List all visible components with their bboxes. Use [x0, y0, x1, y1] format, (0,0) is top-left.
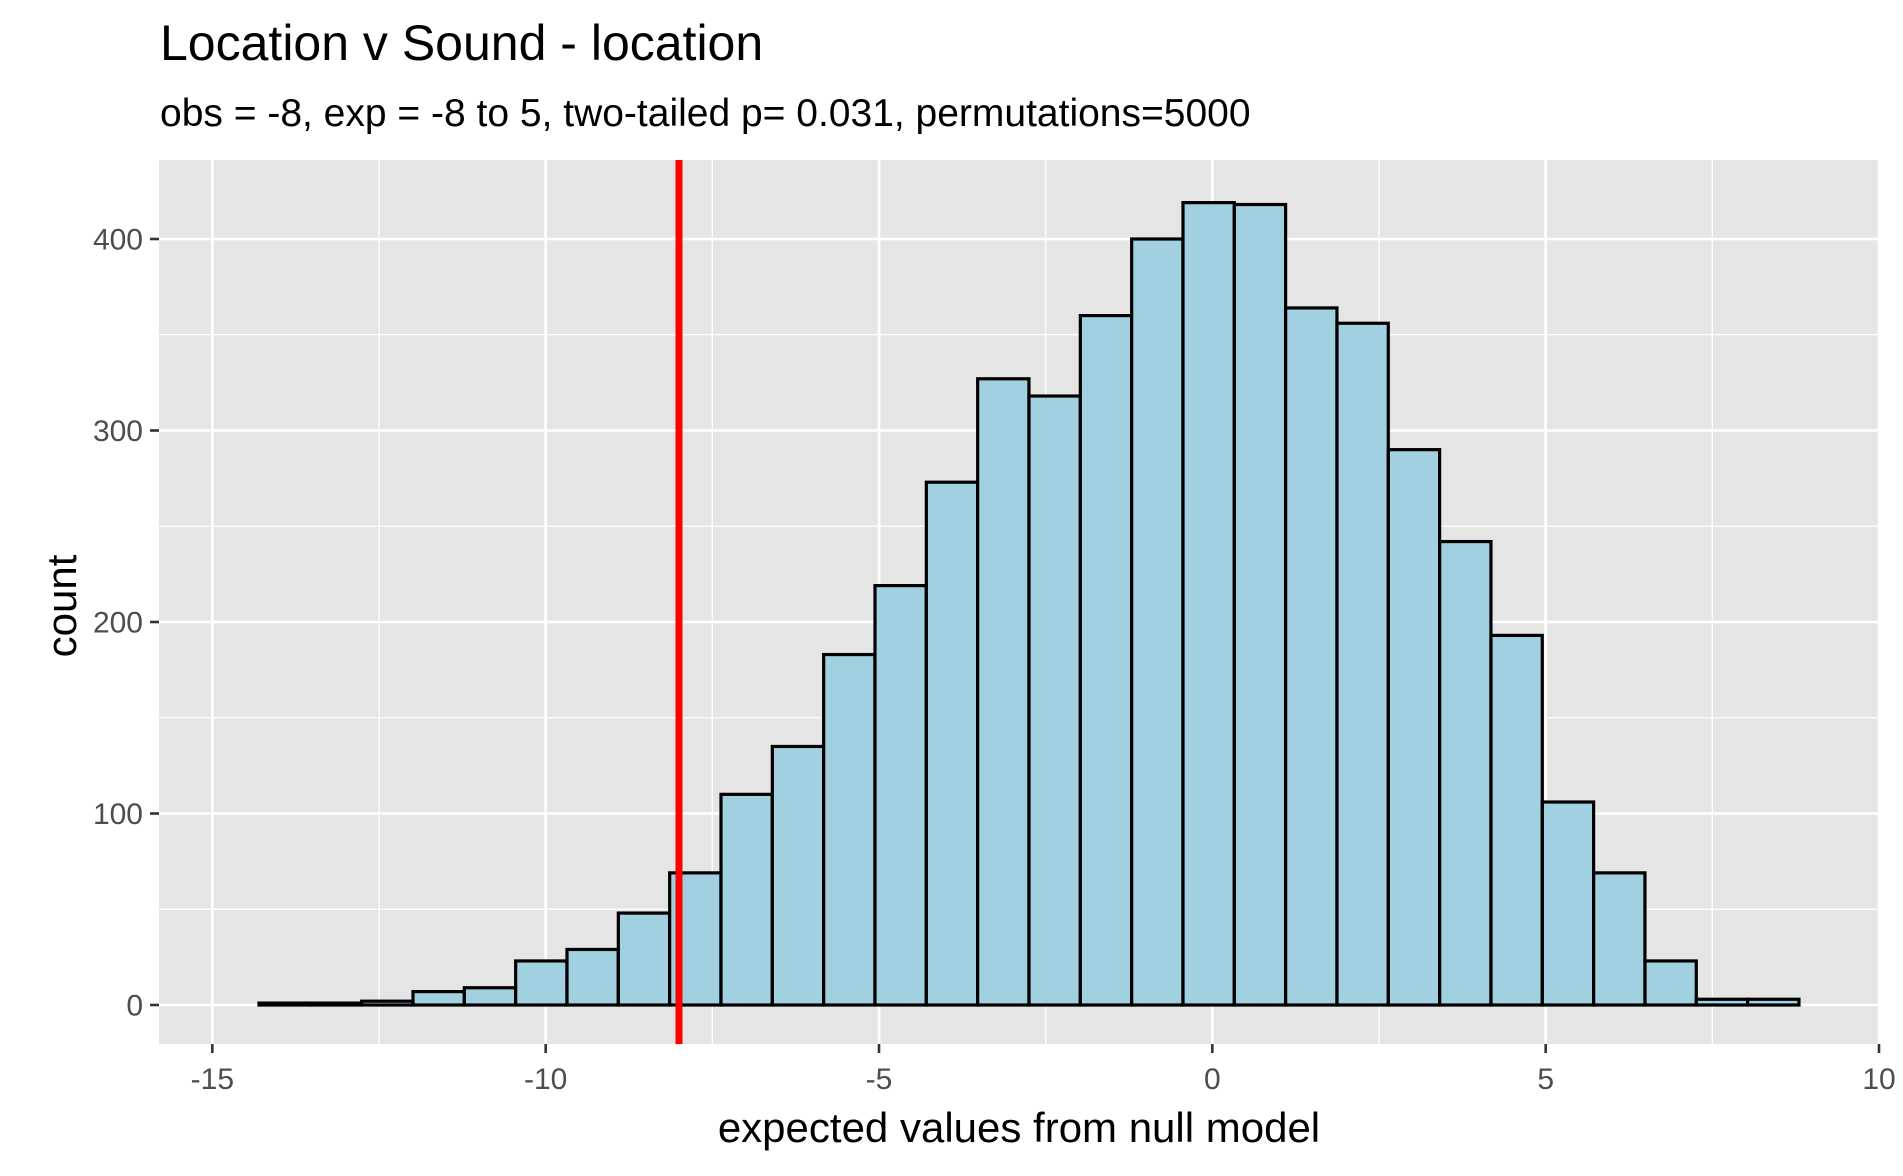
- histogram-bar: [1181, 201, 1236, 1007]
- x-tick-label: -10: [524, 1063, 567, 1096]
- y-axis-label: count: [38, 554, 85, 658]
- x-tick-label: -5: [866, 1063, 893, 1096]
- chart-subtitle: obs = -8, exp = -8 to 5, two-tailed p= 0…: [160, 92, 1251, 135]
- y-tick-label: 300: [93, 415, 143, 448]
- histogram-bar: [1078, 314, 1134, 1007]
- x-tick-label: 5: [1537, 1063, 1554, 1096]
- histogram-bar: [976, 377, 1031, 1007]
- histogram-bar: [1130, 237, 1185, 1007]
- histogram-bar: [1489, 633, 1544, 1007]
- x-tick-label: 0: [1204, 1063, 1221, 1096]
- y-tick-label: 100: [93, 798, 143, 831]
- x-axis-label: expected values from null model: [717, 1104, 1321, 1151]
- histogram-bar: [1592, 871, 1647, 1007]
- histogram-bar: [411, 989, 466, 1007]
- histogram-bar: [770, 744, 826, 1007]
- y-tick-label: 400: [93, 224, 143, 257]
- histogram-bar: [822, 652, 877, 1007]
- histogram-bar: [308, 1001, 364, 1007]
- histogram-bar: [873, 584, 928, 1007]
- histogram-bar: [257, 1001, 312, 1007]
- x-tick-label: 10: [1862, 1063, 1895, 1096]
- histogram-bar: [616, 911, 672, 1007]
- histogram-bar: [1643, 959, 1698, 1007]
- histogram-bar: [1284, 306, 1339, 1007]
- histogram-bar: [565, 947, 620, 1007]
- histogram-bar: [1694, 997, 1750, 1007]
- y-tick-label: 0: [126, 990, 143, 1023]
- histogram-bar: [719, 792, 774, 1007]
- histogram-bar: [1540, 800, 1596, 1007]
- histogram-bar: [462, 986, 518, 1007]
- histogram-bar: [1027, 394, 1082, 1007]
- histogram-bar: [1386, 448, 1442, 1007]
- histogram-bar: [360, 999, 415, 1007]
- histogram-bar: [1232, 202, 1288, 1007]
- histogram-bar: [1746, 997, 1801, 1007]
- chart-title: Location v Sound - location: [160, 15, 764, 71]
- histogram-bar: [924, 480, 980, 1007]
- x-tick-label: -15: [191, 1063, 234, 1096]
- y-tick-label: 200: [93, 607, 143, 640]
- histogram-bar: [514, 959, 569, 1007]
- histogram-bar: [1438, 539, 1493, 1007]
- histogram-bar: [1335, 321, 1390, 1007]
